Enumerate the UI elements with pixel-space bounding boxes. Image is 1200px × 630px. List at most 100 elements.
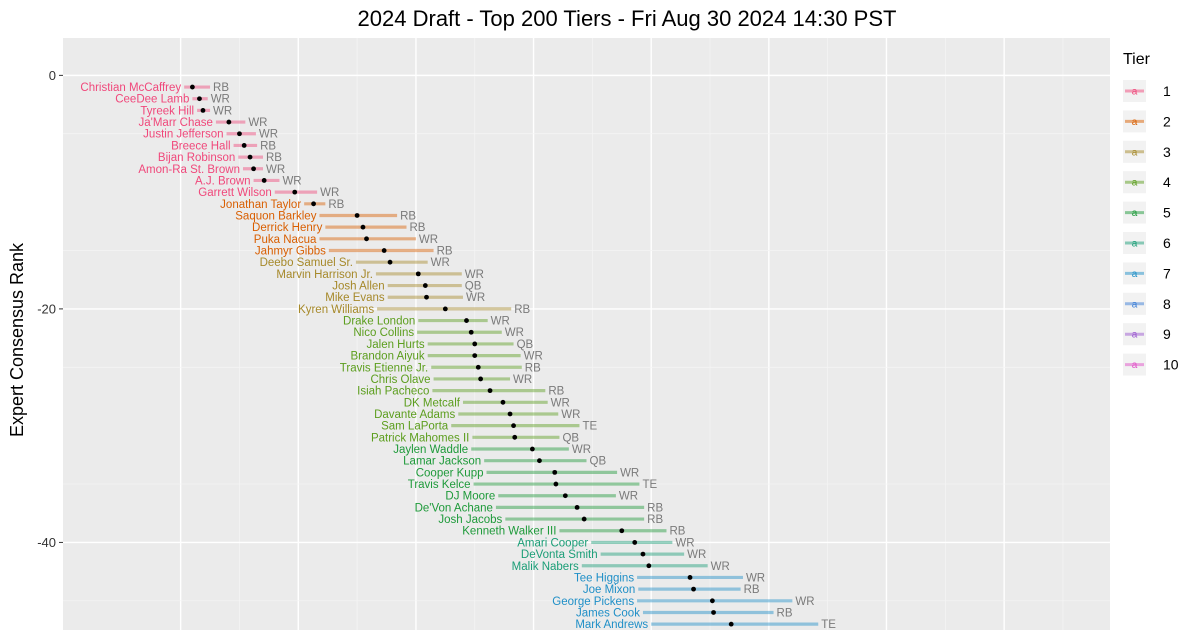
player-name-label: Joe Mixon (583, 584, 635, 596)
legend-key-glyph: a (1132, 87, 1138, 98)
data-marks: Christian McCaffrey RB CeeDee Lamb WR Tyreek… (80, 82, 836, 630)
position-label: WR (259, 129, 278, 141)
player-name-label: Lamar Jackson (403, 456, 481, 468)
avg-rank-point (709, 598, 715, 604)
player-name-label: Marvin Harrison Jr. (276, 269, 373, 281)
player-name-label: Jaylen Waddle (393, 444, 468, 456)
position-label: WR (711, 561, 730, 573)
player-name-label: Amon-Ra St. Brown (138, 164, 240, 176)
position-label: RB (548, 386, 564, 398)
avg-rank-point (632, 540, 638, 545)
player-name-label: Saquon Barkley (235, 210, 316, 222)
player-name-label: Patrick Mahomes II (371, 432, 469, 444)
player-name-label: James Cook (576, 607, 640, 619)
position-label: WR (465, 269, 484, 281)
position-label: WR (466, 292, 485, 304)
legend-entry-label: 4 (1163, 174, 1171, 190)
avg-rank-point (478, 376, 484, 382)
player-name-label: Brandon Aiyuk (351, 351, 425, 363)
plot-panel (63, 38, 1110, 630)
y-axis-title: Expert Consensus Rank (7, 242, 27, 437)
position-label: WR (551, 397, 570, 409)
player-name-label: Mike Evans (325, 292, 385, 304)
avg-rank-point (292, 189, 298, 195)
player-name-label: Mark Andrews (575, 619, 648, 630)
legend-entry-label: 3 (1163, 144, 1171, 160)
legend-items: a 1 a 2 a 3 a 4 a 5 a 6 a 7 a 8 a 9 a 10 (1123, 80, 1179, 376)
legend-key-glyph: a (1132, 239, 1138, 250)
legend-entry-label: 10 (1163, 357, 1179, 373)
legend-key-glyph: a (1132, 360, 1138, 371)
player-name-label: Chris Olave (370, 374, 430, 386)
avg-rank-point (364, 236, 369, 242)
position-label: WR (491, 316, 510, 328)
player-name-label: George Pickens (552, 596, 634, 608)
position-label: WR (505, 327, 524, 339)
legend-title: Tier (1123, 51, 1151, 68)
position-label: RB (328, 199, 344, 211)
position-label: RB (260, 140, 276, 152)
avg-rank-point (552, 469, 558, 475)
position-label: QB (562, 432, 579, 444)
player-name-label: Jalen Hurts (367, 339, 425, 351)
position-label: QB (517, 339, 534, 351)
player-name-label: Cooper Kupp (416, 467, 484, 479)
avg-rank-point (241, 143, 247, 148)
player-name-label: Deebo Samuel Sr. (260, 257, 353, 269)
player-name-label: Christian McCaffrey (80, 82, 181, 94)
position-label: RB (777, 607, 793, 619)
avg-rank-point (424, 294, 429, 300)
player-name-label: DeVonta Smith (521, 549, 598, 561)
position-label: WR (211, 94, 230, 106)
player-name-label: Jonathan Taylor (220, 199, 301, 211)
avg-rank-point (691, 586, 696, 592)
player-name-label: Tyreek Hill (140, 105, 194, 117)
player-name-label: Garrett Wilson (198, 187, 272, 199)
legend-key-glyph: a (1132, 208, 1138, 219)
avg-rank-point (354, 213, 360, 218)
avg-rank-point (247, 154, 253, 160)
position-label: WR (513, 374, 532, 386)
legend-entry-label: 7 (1163, 265, 1171, 281)
position-label: WR (620, 467, 639, 479)
avg-rank-point (415, 271, 421, 277)
chart-title: 2024 Draft - Top 200 Tiers - Fri Aug 30 … (358, 6, 897, 31)
legend-entry-label: 9 (1163, 326, 1171, 342)
position-label: WR (266, 164, 285, 176)
avg-rank-point (687, 575, 693, 580)
position-label: WR (431, 257, 450, 269)
legend-entry-label: 2 (1163, 113, 1171, 129)
legend-entry-label: 6 (1163, 235, 1171, 251)
position-label: QB (590, 456, 607, 468)
player-name-label: Amari Cooper (517, 537, 588, 549)
avg-rank-point (200, 107, 206, 113)
position-label: WR (572, 444, 591, 456)
avg-rank-point (507, 411, 513, 417)
avg-rank-point (581, 516, 587, 522)
position-label: WR (282, 175, 301, 187)
position-label: WR (524, 351, 543, 363)
player-name-label: Derrick Henry (252, 222, 323, 234)
player-name-label: A.J. Brown (195, 175, 251, 187)
avg-rank-point (500, 399, 506, 405)
avg-rank-point (475, 364, 481, 370)
avg-rank-point (422, 283, 428, 288)
position-label: RB (410, 222, 426, 234)
legend-key-glyph: a (1132, 147, 1138, 158)
legend-entry-label: 1 (1163, 83, 1171, 99)
position-label: RB (647, 502, 663, 514)
position-label: RB (669, 526, 685, 538)
player-name-label: DJ Moore (445, 491, 495, 503)
avg-rank-point (574, 504, 580, 510)
position-label: WR (675, 537, 694, 549)
position-label: RB (514, 304, 530, 316)
avg-rank-point (190, 84, 195, 90)
y-axis: 0 -20 -40 (37, 68, 63, 550)
avg-rank-point (711, 610, 716, 615)
position-label: WR (795, 596, 814, 608)
player-name-label: CeeDee Lamb (115, 94, 189, 106)
player-name-label: Kyren Williams (298, 304, 374, 316)
position-label: WR (687, 549, 706, 561)
player-name-label: Justin Jefferson (143, 129, 223, 141)
